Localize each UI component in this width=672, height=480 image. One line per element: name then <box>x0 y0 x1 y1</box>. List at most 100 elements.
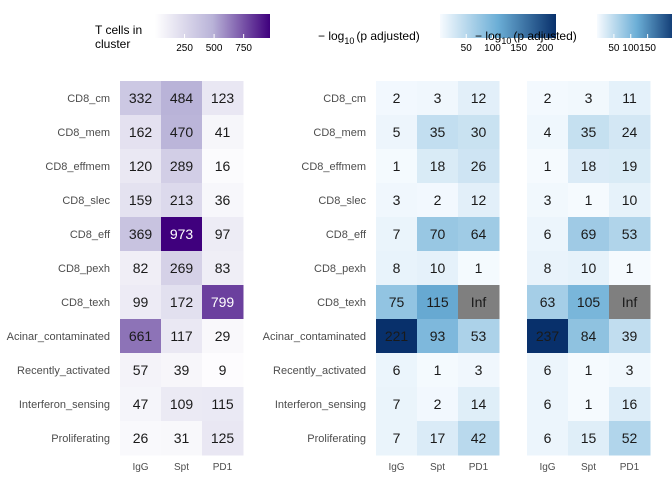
cell-value-label: 26 <box>471 158 487 174</box>
cell-value-label: 5 <box>393 124 401 140</box>
cell-value-label: 10 <box>622 192 638 208</box>
cell-value-label: 6 <box>544 362 552 378</box>
cell-value-label: 64 <box>471 226 487 242</box>
heatmap-cell <box>568 421 610 456</box>
cell-value-label: 31 <box>174 430 190 446</box>
heatmap-cell <box>417 115 459 150</box>
heatmap-cell <box>458 251 500 286</box>
color-legend-3: 50 100 150− log10 (p adjusted) <box>475 14 672 54</box>
cell-value-label: 289 <box>170 158 194 174</box>
row-label: CD8_effmem <box>301 161 366 173</box>
heatmap-cell <box>458 217 500 252</box>
heatmap-cell <box>568 353 610 388</box>
cell-value-label: 70 <box>430 226 446 242</box>
cell-value-label: 369 <box>129 226 153 242</box>
color-legend-2: 50 100 150 200 − log10 (p adjusted) <box>318 14 556 54</box>
cell-value-label: 470 <box>170 124 194 140</box>
row-label: CD8_cm <box>323 93 366 105</box>
row-label: Interferon_sensing <box>275 399 366 411</box>
heatmap-cell <box>609 387 651 422</box>
heatmap-cell <box>417 149 459 184</box>
column-label: PD1 <box>213 462 233 473</box>
cell-value-label: 3 <box>393 192 401 208</box>
cell-value-label: 6 <box>544 396 552 412</box>
heatmap-cell <box>527 81 569 116</box>
heatmap-cell <box>376 285 418 320</box>
heatmap-cell <box>458 115 500 150</box>
heatmap-cell <box>568 81 610 116</box>
heatmap-cell <box>527 285 569 320</box>
cell-value-label: 36 <box>215 192 231 208</box>
heatmap-cell <box>161 149 203 184</box>
cell-value-label: 661 <box>129 328 153 344</box>
cell-value-label: 53 <box>622 226 638 242</box>
heatmap-cell <box>568 149 610 184</box>
heatmap-cell <box>202 217 244 252</box>
cell-value-label: 3 <box>585 90 593 106</box>
heatmap-cell <box>161 285 203 320</box>
legend-colorbar <box>597 14 672 38</box>
legend-tick-label: 150 <box>510 43 527 54</box>
heatmap-cell <box>376 387 418 422</box>
cell-value-label: 1 <box>585 396 593 412</box>
cell-value-label: 63 <box>540 294 556 310</box>
heatmap-cell <box>202 115 244 150</box>
cell-value-label: 120 <box>129 158 153 174</box>
row-label: Proliferating <box>51 433 110 445</box>
heatmap-panel-1: CD8_cm 332 484 123 CD8_mem 162 470 41 CD8_effmem… <box>7 81 244 473</box>
legend-tick-label: 100 <box>622 43 639 54</box>
row-label: CD8_texh <box>61 297 110 309</box>
heatmap-cell <box>202 319 244 354</box>
column-label: IgG <box>539 462 555 473</box>
heatmap-cell <box>376 353 418 388</box>
heatmap-cell <box>120 115 162 150</box>
cell-value-label: 269 <box>170 260 194 276</box>
cell-value-label: 2 <box>434 396 442 412</box>
heatmap-cell <box>161 115 203 150</box>
column-label: Spt <box>581 462 596 473</box>
cell-value-label: 237 <box>536 328 560 344</box>
heatmap-cell <box>161 183 203 218</box>
cell-value-label: 8 <box>544 260 552 276</box>
heatmap-cell <box>202 251 244 286</box>
cell-value-label: 7 <box>393 396 401 412</box>
cell-value-label: 75 <box>389 294 405 310</box>
heatmap-cell <box>609 81 651 116</box>
heatmap-cell <box>417 285 459 320</box>
heatmap-cell <box>120 285 162 320</box>
heatmap-cell <box>120 149 162 184</box>
heatmap-cell <box>458 421 500 456</box>
heatmap-cell <box>568 285 610 320</box>
heatmap-cell <box>376 251 418 286</box>
heatmap-cell <box>458 183 500 218</box>
heatmap-cell <box>609 251 651 286</box>
cell-value-label: 221 <box>385 328 409 344</box>
heatmap-cell <box>202 149 244 184</box>
cell-value-label: Inf <box>622 294 638 310</box>
row-label: CD8_cm <box>67 93 110 105</box>
cell-value-label: 39 <box>174 362 190 378</box>
row-label: Recently_activated <box>273 365 366 377</box>
cell-value-label: 16 <box>215 158 231 174</box>
heatmap-cell <box>417 251 459 286</box>
heatmap-cell <box>568 319 610 354</box>
cell-value-label: 57 <box>133 362 149 378</box>
column-label: Spt <box>174 462 189 473</box>
row-label: CD8_pexh <box>314 263 366 275</box>
cell-value-label: 123 <box>211 90 235 106</box>
heatmap-cell <box>527 421 569 456</box>
cell-value-label: 7 <box>393 430 401 446</box>
legend-tick-label: 500 <box>206 43 223 54</box>
heatmap-cell <box>161 217 203 252</box>
heatmap-cell <box>527 353 569 388</box>
legend-colorbar <box>440 14 556 38</box>
cell-value-label: 39 <box>622 328 638 344</box>
cell-value-label: 16 <box>622 396 638 412</box>
cell-value-label: 1 <box>585 362 593 378</box>
heatmap-cell <box>202 353 244 388</box>
cell-value-label: 484 <box>170 90 194 106</box>
cell-value-label: 29 <box>215 328 231 344</box>
row-label: CD8_eff <box>326 229 367 241</box>
heatmap-cell <box>161 387 203 422</box>
cell-value-label: 159 <box>129 192 153 208</box>
